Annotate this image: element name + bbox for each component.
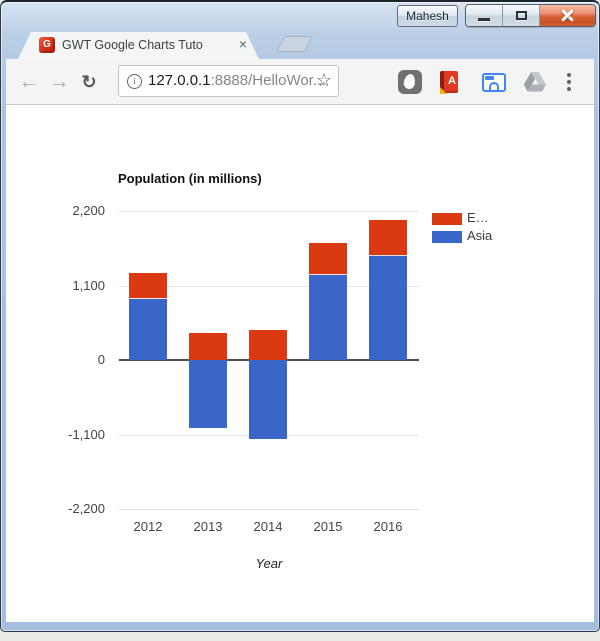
- book-letter: A: [448, 75, 456, 87]
- legend-label: Asia: [467, 228, 493, 243]
- maximize-icon: [516, 11, 527, 20]
- bar-2014-series-0[interactable]: [249, 360, 287, 440]
- book-bookmark: [440, 87, 447, 94]
- dots-vertical-icon: [567, 80, 571, 84]
- minimize-icon: [478, 18, 490, 21]
- y-tick-label: -1,100: [68, 426, 105, 442]
- y-tick-label: 1,100: [72, 277, 105, 293]
- window-controls: [465, 4, 596, 27]
- bar-2016-series-0[interactable]: [369, 256, 407, 360]
- reload-button[interactable]: ↻: [81, 72, 97, 92]
- close-window-button[interactable]: [540, 5, 595, 26]
- bar-2012-series-0[interactable]: [129, 299, 167, 360]
- url-path: :8888/HelloWor...: [210, 72, 326, 89]
- extension-dictionary-icon[interactable]: A: [440, 71, 458, 94]
- x-tick-label: 2013: [193, 519, 223, 534]
- browser-menu-button[interactable]: [557, 70, 581, 94]
- drive-triangle-icon: [523, 72, 546, 92]
- gwt-favicon-icon: G: [39, 37, 55, 53]
- legend-swatch: [432, 213, 462, 225]
- folder-tab-glyph: [485, 76, 494, 80]
- client-area: ← → ↻ i 127.0.0.1:8888/HelloWor... ☆ A: [6, 59, 594, 622]
- bar-2013-series-0[interactable]: [189, 360, 227, 428]
- y-tick-label: 2,200: [72, 203, 105, 218]
- x-tick-label: 2015: [313, 519, 343, 534]
- x-tick-label: 2014: [253, 519, 283, 534]
- gridline: [119, 509, 419, 510]
- population-chart: Population (in millions) Year 2,200 1,100…: [61, 162, 506, 582]
- browser-toolbar: ← → ↻ i 127.0.0.1:8888/HelloWor... ☆ A: [6, 59, 594, 105]
- bar-2016-series-1[interactable]: [369, 219, 407, 257]
- dots-vertical-icon: [567, 73, 571, 77]
- address-bar[interactable]: i 127.0.0.1:8888/HelloWor... ☆: [118, 65, 339, 97]
- url-host: 127.0.0.1: [148, 72, 211, 89]
- tab-title: GWT Google Charts Tuto: [62, 38, 203, 52]
- bookmark-star-icon[interactable]: ☆: [315, 70, 332, 90]
- folder-dial-glyph: [489, 82, 499, 90]
- window-titlebar[interactable]: Mahesh: [1, 2, 599, 30]
- new-tab-button[interactable]: [275, 36, 314, 52]
- bar-2015-series-1[interactable]: [309, 242, 347, 276]
- legend-swatch: [432, 231, 462, 243]
- x-tick-label: 2012: [133, 519, 163, 534]
- shield-glyph: [403, 73, 416, 90]
- forward-button[interactable]: →: [48, 70, 70, 93]
- y-tick-label: 0: [97, 352, 105, 367]
- maximize-button[interactable]: [503, 5, 540, 26]
- profile-button[interactable]: Mahesh: [397, 5, 458, 27]
- legend-label: E…: [467, 210, 489, 225]
- extension-drive-icon[interactable]: [523, 71, 547, 95]
- active-tab[interactable]: G GWT Google Charts Tuto ×: [18, 32, 259, 59]
- minimize-button[interactable]: [466, 5, 503, 26]
- extension-files-icon[interactable]: [482, 73, 506, 92]
- x-axis-title: Year: [255, 556, 283, 571]
- dots-vertical-icon: [567, 87, 571, 91]
- url-text: 127.0.0.1:8888/HelloWor...: [148, 72, 325, 89]
- tab-strip: G GWT Google Charts Tuto ×: [1, 30, 599, 59]
- x-tick-label: 2016: [373, 519, 403, 534]
- back-button[interactable]: ←: [18, 70, 40, 93]
- bar-2012-series-1[interactable]: [129, 272, 167, 299]
- bar-2013-series-1[interactable]: [189, 332, 227, 360]
- page-info-icon[interactable]: i: [127, 74, 142, 89]
- extension-shield-icon[interactable]: [398, 70, 422, 94]
- gridline: [119, 211, 419, 212]
- bar-2014-series-1[interactable]: [249, 330, 287, 360]
- y-tick-label: -2,200: [68, 501, 105, 516]
- tab-close-icon[interactable]: ×: [238, 36, 248, 52]
- chart-title: Population (in millions): [118, 171, 262, 186]
- page-content: Population (in millions) Year 2,200 1,100…: [6, 106, 594, 622]
- gridline: [119, 285, 419, 287]
- bar-2015-series-0[interactable]: [309, 275, 347, 360]
